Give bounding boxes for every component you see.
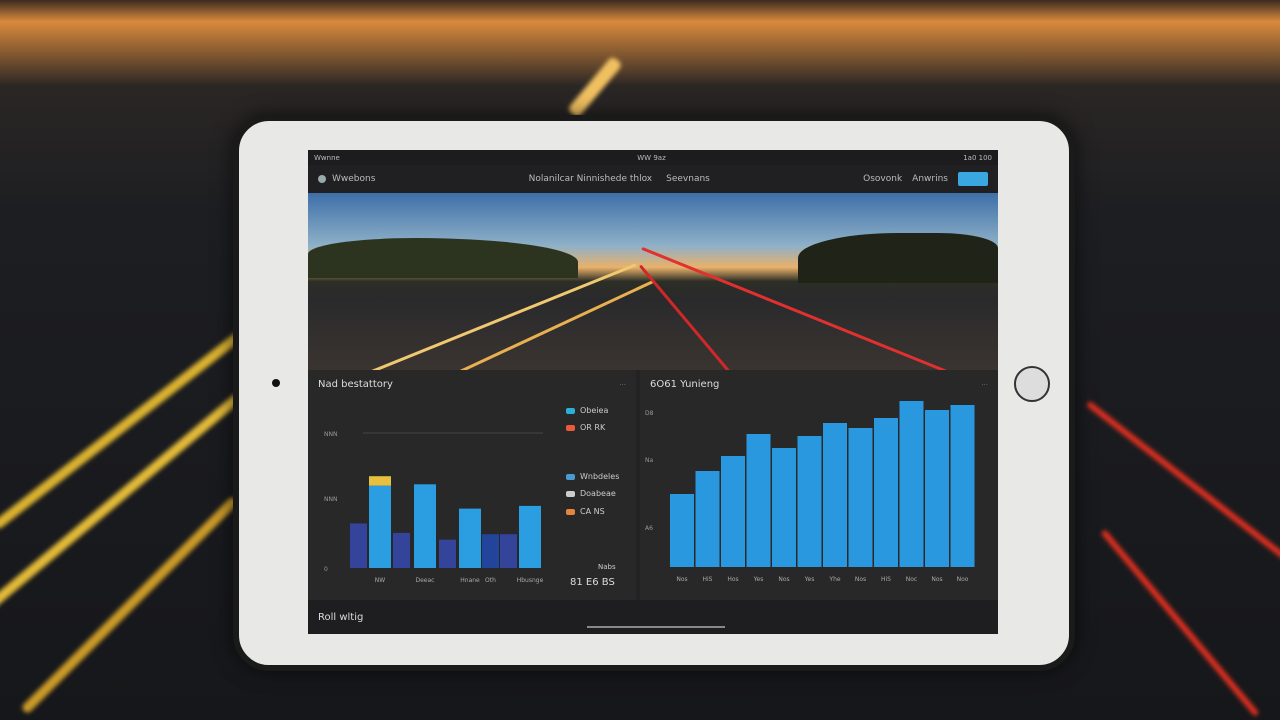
x-tick-label: HiS (703, 576, 713, 583)
camera-icon (272, 379, 280, 387)
right-chart-panel: 6O61 Yunieng ... A6 Na D8 Nos HiS Hos Yes Nos Ye… (640, 370, 998, 600)
bar (670, 494, 694, 567)
logo-icon (318, 175, 326, 183)
nav-link[interactable]: Anwrins (912, 174, 948, 184)
scrollbar[interactable] (587, 626, 725, 628)
x-tick-label: Noo (957, 576, 969, 583)
bar (519, 505, 541, 568)
bar (746, 434, 771, 567)
y-tick-label: NNN (324, 496, 337, 503)
status-battery: 1a0 100 (963, 153, 992, 162)
x-tick-label: Yhe (828, 576, 840, 583)
legend-label: CA NS (580, 507, 605, 516)
status-left: Wwnne (314, 153, 340, 162)
nav-link[interactable]: Nolanilcar Ninnishede thlox (528, 174, 653, 184)
bar (874, 418, 898, 567)
x-tick-label: Yes (804, 576, 815, 583)
bar (772, 448, 796, 567)
bar (797, 436, 822, 567)
light-trail (639, 264, 757, 370)
legend-label: Wnbdeles (580, 472, 620, 481)
x-tick-label: Oth (485, 577, 496, 584)
legend-label: Obeiea (580, 406, 609, 415)
trees (798, 233, 998, 283)
x-tick-label: NW (375, 577, 385, 584)
panel-title: 6O61 Yunieng (650, 379, 720, 390)
legend-item: Doabeae (566, 489, 616, 499)
panel-menu[interactable]: ... (619, 379, 626, 387)
panel-title: Nad bestattory (318, 379, 393, 390)
legend-label: OR RK (580, 423, 606, 432)
x-tick-label: Hos (727, 576, 738, 583)
bar (899, 401, 924, 567)
status-bar: Wwnne WW 9az 1a0 100 (308, 150, 998, 165)
y-tick-label: Na (645, 457, 653, 464)
legend-label: Doabeae (580, 489, 616, 498)
legend-swatch (566, 425, 575, 431)
right-bar-chart: A6 Na D8 Nos HiS Hos Yes Nos Yes Yhe Nos HiS Noc Nos N… (645, 401, 975, 583)
y-tick-label: A6 (645, 525, 653, 532)
bar (369, 485, 391, 568)
x-tick-label: Nos (676, 576, 687, 583)
bar (848, 428, 873, 567)
x-tick-label: Hnane (460, 577, 480, 584)
home-button[interactable] (1014, 366, 1050, 402)
status-time: WW 9az (637, 153, 666, 162)
x-tick-label: Nos (778, 576, 789, 583)
legend-item: Wnbdeles (566, 472, 619, 482)
bar (823, 423, 847, 567)
light-trail (339, 263, 637, 370)
x-tick-label: Deeac (416, 577, 435, 584)
hero-image (308, 193, 998, 370)
trees (308, 238, 578, 278)
legend-item: CA NS (566, 507, 605, 517)
action-button[interactable] (957, 172, 988, 186)
light-streak (1100, 529, 1260, 717)
light-streak (20, 495, 240, 715)
x-tick-label: HiS (881, 576, 891, 583)
bar (925, 410, 949, 567)
nav-link[interactable]: Seevnans (666, 174, 710, 184)
bottom-bar: Roll wltig (308, 600, 998, 634)
bar (500, 534, 517, 568)
brand[interactable]: Wwebons (318, 174, 375, 184)
legend-item: Obeiea (566, 406, 608, 416)
bar (695, 471, 720, 567)
light-streak (0, 319, 259, 531)
y-tick-label: 0 (324, 566, 328, 573)
bottom-label: Roll wltig (318, 612, 364, 623)
y-tick-label: NNN (324, 431, 337, 438)
legend-swatch (566, 491, 575, 497)
bar (414, 484, 436, 568)
light-trail (381, 279, 655, 370)
legend-swatch (566, 509, 575, 515)
x-tick-label: Nos (855, 576, 866, 583)
x-tick-label: Hbusnge (517, 577, 544, 584)
nav-link[interactable]: Osovonk (863, 174, 903, 184)
y-tick-label: D8 (645, 410, 654, 417)
bar (482, 534, 499, 568)
bar-cap (369, 476, 391, 486)
legend-swatch (566, 408, 575, 414)
x-tick-label: Nos (931, 576, 942, 583)
x-tick-label: Noc (906, 576, 917, 583)
left-bar-chart: 0 NNN NNN NW Deeac Hnane Oth Hbusnge (324, 431, 544, 584)
bar (439, 539, 456, 568)
summary-label: Nabs (598, 563, 616, 571)
bar (350, 523, 367, 568)
brand-name: Wwebons (332, 174, 376, 184)
bar (721, 456, 745, 567)
panel-menu[interactable]: ... (981, 379, 988, 387)
summary-value: 81 E6 BS (570, 577, 615, 588)
bar (459, 508, 481, 568)
tablet-screen: Wwnne WW 9az 1a0 100 Wwebons Nolanilcar … (308, 150, 998, 634)
legend-item: OR RK (566, 423, 605, 433)
bar (393, 532, 410, 568)
legend-swatch (566, 474, 575, 480)
bar (950, 405, 975, 567)
light-streak (567, 55, 623, 119)
left-chart-panel: Nad bestattory ... 0 NNN NNN NW Deeac Hnane Ot… (308, 370, 636, 600)
x-tick-label: Yes (753, 576, 764, 583)
nav-bar: Wwebons Nolanilcar Ninnishede thlox Seev… (308, 165, 998, 193)
